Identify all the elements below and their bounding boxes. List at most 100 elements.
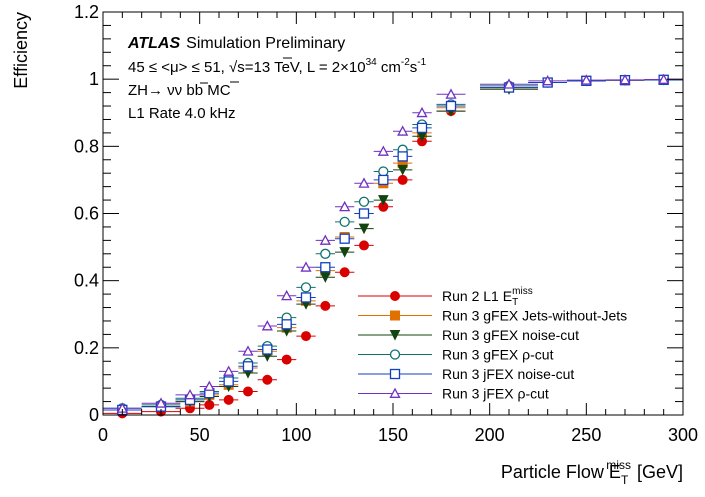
data-point xyxy=(300,261,312,272)
legend-label: Run 2 L1 ETmiss xyxy=(442,286,533,308)
series-3 xyxy=(103,74,683,414)
x-tick-label: 150 xyxy=(378,425,408,445)
data-point xyxy=(319,234,331,245)
x-tick-label: 0 xyxy=(98,425,108,445)
data-point xyxy=(339,267,350,278)
tick-labels: 0 50 100 150 200 250 300 0 0.2 0.4 0.6 0.8 1 1.2 xyxy=(74,2,698,445)
data-point xyxy=(416,122,428,134)
legend-label: Run 3 gFEX ρ-cut xyxy=(442,347,554,363)
annotation-block: ATLAS Simulation Preliminary 45 ≤ <μ> ≤ 5… xyxy=(127,35,427,122)
data-point xyxy=(300,292,312,303)
data-point xyxy=(243,386,253,397)
legend-marker xyxy=(390,310,400,321)
data-point xyxy=(223,394,234,405)
data-point xyxy=(358,196,370,207)
process-label: ZH→ νν bb MC xyxy=(128,82,231,99)
y-tick-label: 0.8 xyxy=(74,136,99,156)
x-tick-label: 300 xyxy=(668,425,698,445)
x-tick-label: 50 xyxy=(190,425,210,445)
series-2 xyxy=(103,74,683,416)
data-point xyxy=(378,174,389,186)
data-point xyxy=(242,361,254,372)
legend-entry: Run 3 jFEX ρ-cut xyxy=(358,386,549,402)
y-tick-label: 0 xyxy=(89,405,99,425)
data-point xyxy=(261,320,273,331)
data-point xyxy=(320,248,331,259)
data-point xyxy=(281,354,292,365)
data-point xyxy=(378,195,389,206)
data-point xyxy=(619,73,631,85)
legend-marker xyxy=(389,349,401,360)
legend-marker xyxy=(390,291,400,301)
data-point xyxy=(339,216,350,228)
data-point xyxy=(262,374,273,385)
data-point xyxy=(580,74,592,85)
data-point xyxy=(658,73,670,84)
data-point xyxy=(377,145,389,156)
data-point xyxy=(397,125,409,136)
data-point xyxy=(397,174,408,185)
y-tick-label: 0.6 xyxy=(74,204,99,224)
data-point xyxy=(358,177,370,188)
data-point xyxy=(358,208,370,219)
x-tick-label: 200 xyxy=(475,425,505,445)
data-point xyxy=(184,388,196,400)
data-layer xyxy=(103,73,683,419)
legend-entry: Run 3 jFEX noise-cut xyxy=(358,366,574,382)
data-point xyxy=(262,344,273,355)
data-point xyxy=(358,223,370,235)
series-4 xyxy=(103,74,683,416)
legend-entry: Run 3 gFEX Jets-without-Jets xyxy=(358,308,627,324)
data-point xyxy=(503,78,515,89)
legend-entry: Run 3 gFEX ρ-cut xyxy=(358,347,554,363)
atlas-label: ATLAS Simulation Preliminary xyxy=(127,35,345,52)
y-axis-label: Efficiency xyxy=(11,12,31,89)
data-point xyxy=(300,282,312,293)
data-point xyxy=(223,365,235,376)
data-point xyxy=(397,151,408,162)
legend-label: Run 3 gFEX Jets-without-Jets xyxy=(442,308,627,324)
data-point xyxy=(445,88,457,99)
data-point xyxy=(155,397,167,408)
data-point xyxy=(339,200,351,212)
conditions-label: 45 ≤ <μ> ≤ 51, √s=13 TeV, L = 2×1034 cm-… xyxy=(128,57,427,76)
x-tick-label: 100 xyxy=(281,425,311,445)
data-point xyxy=(542,74,554,86)
y-tick-label: 1 xyxy=(89,69,99,89)
data-point xyxy=(397,164,408,176)
data-point xyxy=(301,331,311,342)
legend-marker xyxy=(389,330,401,341)
y-tick-label: 0.4 xyxy=(74,271,99,291)
legend-marker xyxy=(389,387,401,398)
legend-label: Run 3 jFEX ρ-cut xyxy=(442,386,549,402)
data-point xyxy=(359,240,369,251)
legend-marker xyxy=(389,368,401,380)
series-5 xyxy=(103,73,683,413)
data-point xyxy=(320,262,331,273)
legend-label: Run 3 gFEX noise-cut xyxy=(442,327,579,343)
y-tick-label: 1.2 xyxy=(74,2,99,22)
x-axis-label: Particle Flow ETmiss [GeV] xyxy=(501,458,683,487)
data-point xyxy=(320,300,331,311)
data-point xyxy=(445,100,457,112)
legend-label: Run 3 jFEX noise-cut xyxy=(442,366,574,382)
data-point xyxy=(339,247,350,258)
legend-entry: Run 3 gFEX noise-cut xyxy=(358,327,579,343)
data-point xyxy=(416,106,428,118)
data-point xyxy=(339,233,350,244)
data-point xyxy=(223,376,234,387)
data-point xyxy=(281,319,292,330)
y-tick-label: 0.2 xyxy=(74,338,99,358)
data-point xyxy=(281,289,293,301)
legend-entry: Run 2 L1 ETmiss xyxy=(358,286,533,308)
series-1 xyxy=(103,74,683,415)
data-point xyxy=(320,272,331,283)
axis-ticks xyxy=(102,11,684,416)
x-tick-label: 250 xyxy=(571,425,601,445)
data-point xyxy=(203,380,215,391)
series-0 xyxy=(103,74,683,419)
rate-label: L1 Rate 4.0 kHz xyxy=(128,105,236,122)
data-point xyxy=(242,345,254,356)
